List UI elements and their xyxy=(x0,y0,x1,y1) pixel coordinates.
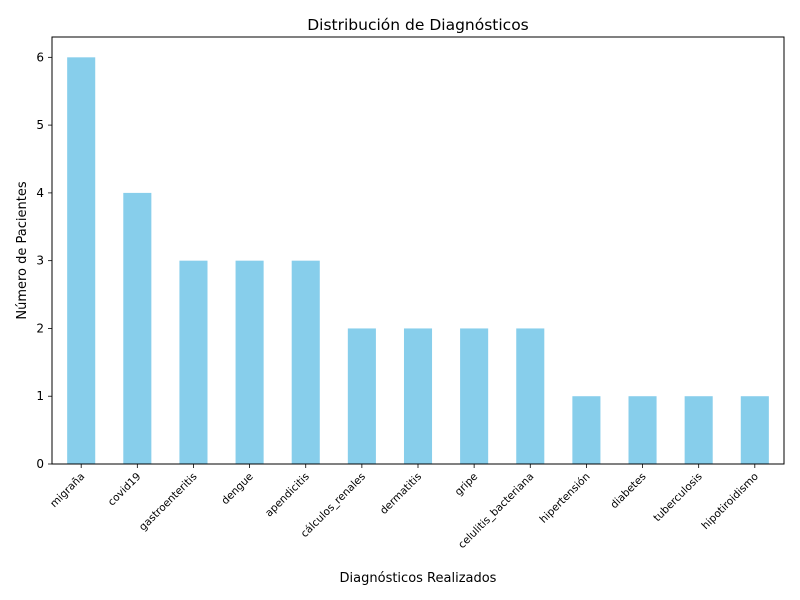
plot-frame xyxy=(51,36,785,465)
bar-diabetes xyxy=(628,396,657,464)
y-tick-label: 6 xyxy=(36,50,44,64)
y-tick-label: 4 xyxy=(36,186,44,200)
x-tick-label: hipotiroidismo xyxy=(700,471,761,532)
y-tick-label: 0 xyxy=(36,457,44,471)
x-tick-label: dengue xyxy=(219,471,255,507)
y-tick-label: 3 xyxy=(36,254,44,268)
x-tick-label: gripe xyxy=(453,471,481,499)
x-tick-label: apendicitis xyxy=(263,471,312,520)
x-tick-label: gastroenteritis xyxy=(137,471,200,534)
bar-gripe xyxy=(460,328,489,464)
bar-gastroenteritis xyxy=(179,260,208,464)
x-tick-label: covid19 xyxy=(106,471,144,509)
bar-hipertensión xyxy=(572,396,601,464)
x-tick-label: tuberculosis xyxy=(651,471,704,524)
x-axis-label: Diagnósticos Realizados xyxy=(340,571,497,586)
bar-tuberculosis xyxy=(684,396,713,464)
bars-group xyxy=(67,57,769,464)
bar-covid19 xyxy=(123,192,152,464)
chart-title: Distribución de Diagnósticos xyxy=(307,16,529,34)
bar-cálculos_renales xyxy=(347,328,376,464)
x-tick-label: migraña xyxy=(48,471,87,510)
bar-dermatitis xyxy=(403,328,433,464)
x-tick-label: hipertensión xyxy=(538,471,593,526)
bar-apendicitis xyxy=(291,260,320,464)
y-ticks-group: 0 1 2 3 4 5 6 xyxy=(36,50,52,471)
bar-migraña xyxy=(67,57,96,464)
bar-dengue xyxy=(235,260,264,464)
y-axis-label: Número de Pacientes xyxy=(15,181,30,319)
bar-hipotiroidismo xyxy=(740,396,769,464)
x-tick-label: diabetes xyxy=(608,471,648,511)
y-tick-label: 1 xyxy=(36,389,44,403)
x-tick-label: dermatitis xyxy=(378,471,424,517)
bar-celulitis_bacteriana xyxy=(516,328,545,464)
y-tick-label: 2 xyxy=(36,321,44,335)
y-tick-label: 5 xyxy=(36,118,44,132)
